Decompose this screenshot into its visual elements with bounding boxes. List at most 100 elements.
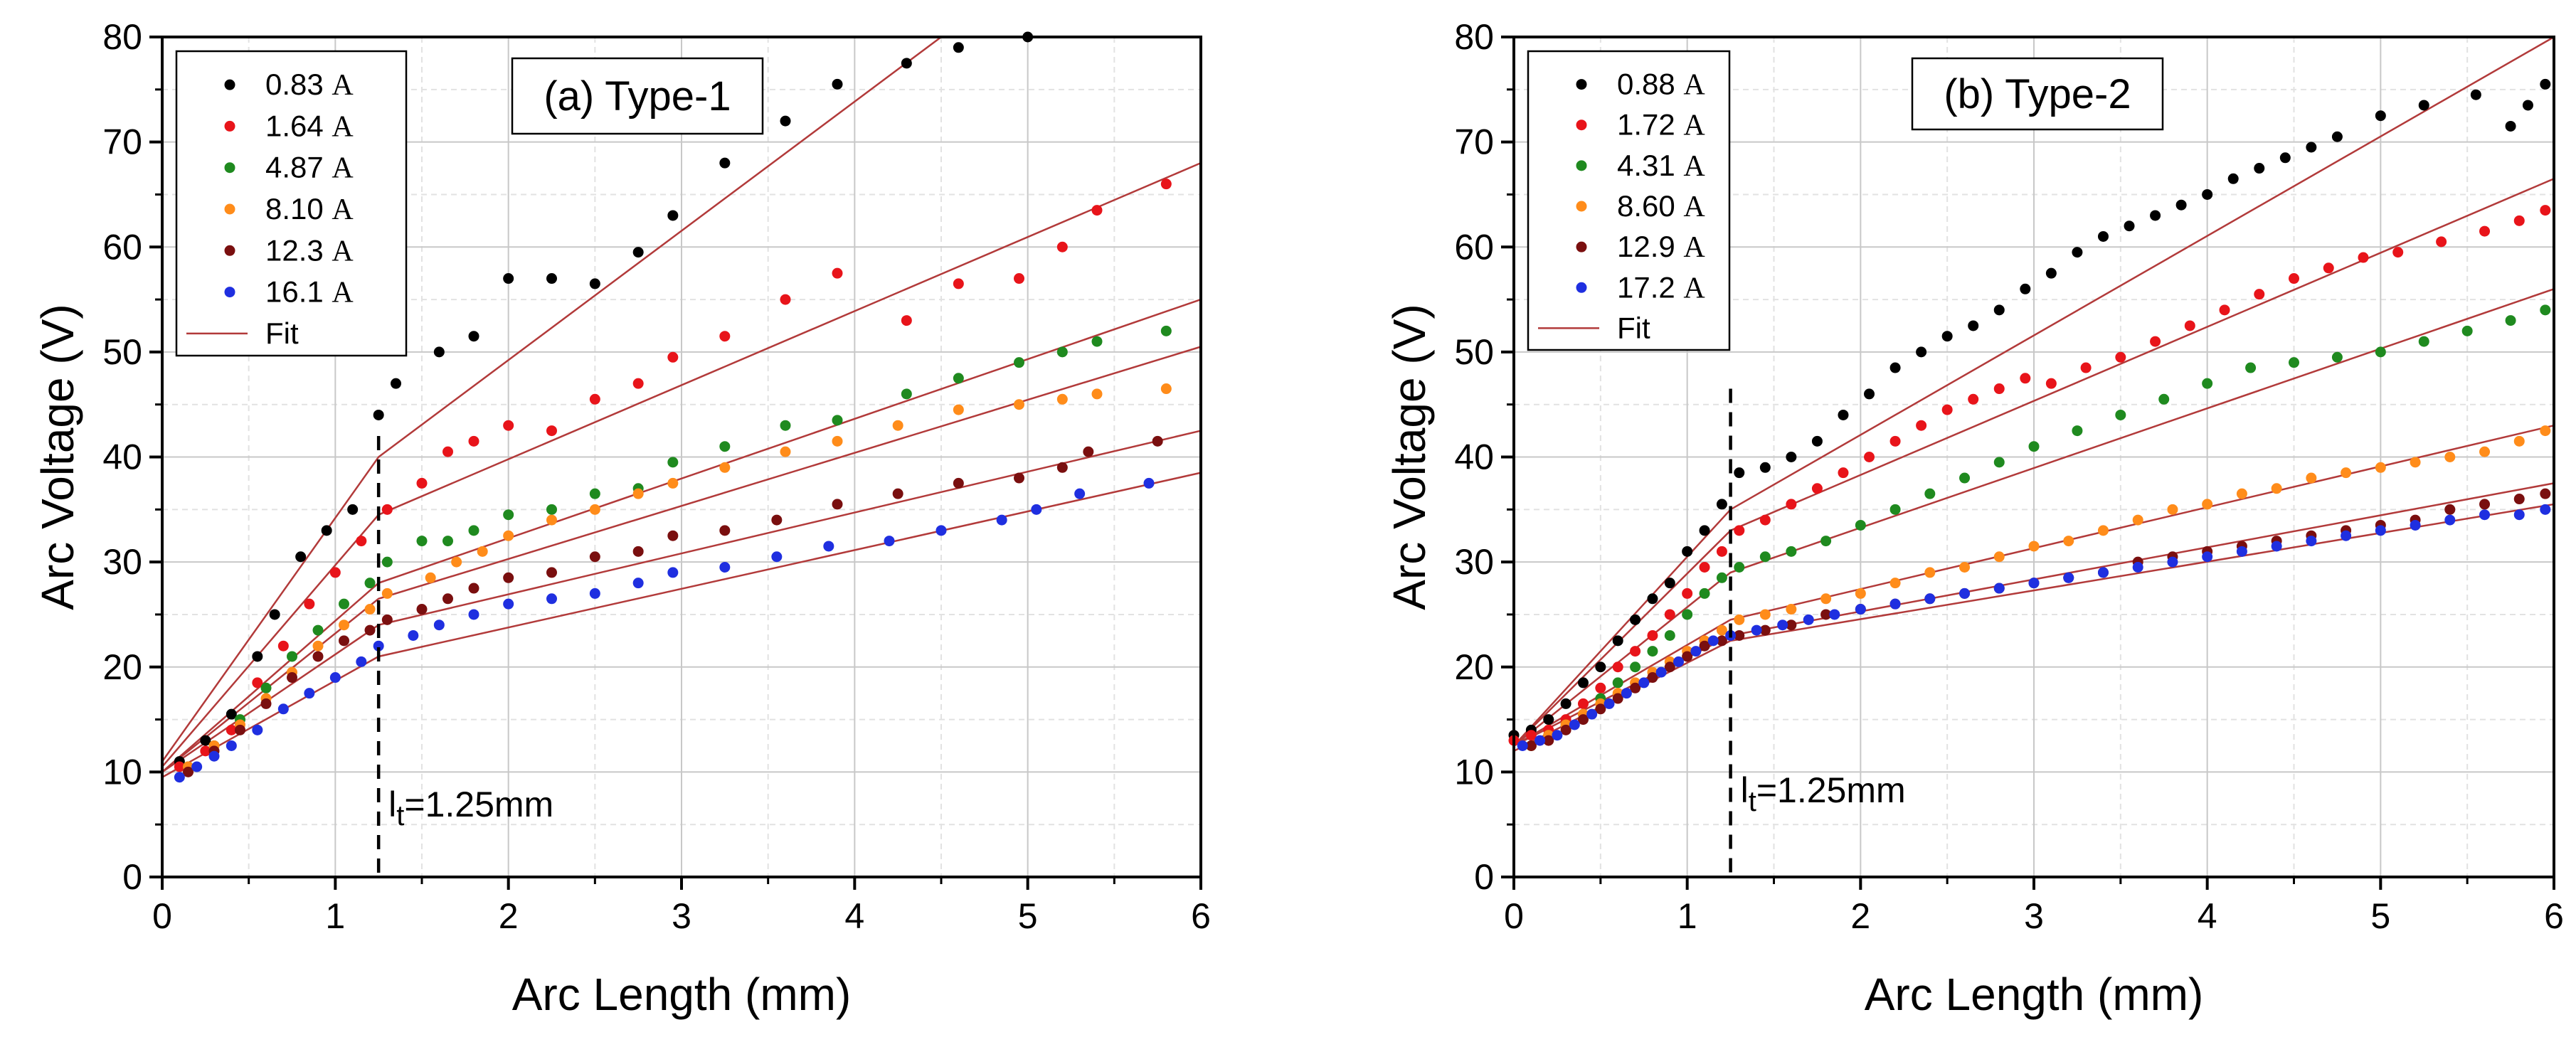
- data-point: [1916, 346, 1927, 358]
- data-point: [1941, 331, 1953, 342]
- series-8.10: [183, 383, 1172, 772]
- data-point: [2375, 462, 2386, 473]
- data-point: [2132, 514, 2143, 526]
- data-point: [2175, 199, 2187, 211]
- series-12.9: [1525, 488, 2551, 751]
- data-point: [2097, 525, 2109, 536]
- data-point: [503, 509, 514, 521]
- data-point: [1699, 640, 1710, 652]
- data-point: [191, 761, 203, 772]
- data-point: [1855, 588, 1866, 599]
- data-point: [2540, 205, 2551, 216]
- data-point: [252, 677, 263, 689]
- data-point: [667, 210, 679, 221]
- data-point: [1630, 682, 1641, 693]
- data-point: [780, 115, 791, 127]
- data-point: [1968, 393, 1979, 405]
- data-point: [546, 593, 557, 605]
- data-point: [468, 331, 479, 342]
- series-0.88: [1508, 78, 2551, 741]
- data-point: [632, 378, 644, 389]
- y-tick-label: 50: [1454, 332, 1494, 372]
- data-point: [1820, 536, 1832, 547]
- data-point: [2227, 173, 2239, 184]
- data-point: [2375, 346, 2386, 358]
- data-point: [442, 536, 453, 547]
- data-point: [1577, 698, 1589, 709]
- data-point: [2306, 142, 2317, 153]
- data-point: [901, 388, 912, 400]
- y-tick-label: 40: [102, 437, 142, 477]
- data-point: [1160, 383, 1172, 395]
- data-point: [2323, 262, 2334, 274]
- data-point: [935, 525, 947, 536]
- data-point: [1699, 588, 1710, 599]
- data-point: [1889, 504, 1901, 515]
- data-point: [226, 740, 237, 751]
- data-point: [1716, 499, 1727, 510]
- data-point: [1751, 624, 1762, 636]
- data-point: [1889, 598, 1901, 610]
- data-point: [1811, 483, 1823, 494]
- data-point: [1014, 357, 1024, 368]
- data-point: [546, 514, 557, 526]
- data-point: [2072, 247, 2083, 258]
- data-point: [667, 567, 679, 578]
- data-point: [2479, 446, 2491, 457]
- data-point: [2124, 220, 2135, 232]
- data-point: [1690, 646, 1702, 657]
- data-point: [2072, 425, 2083, 437]
- data-point: [2028, 441, 2040, 452]
- data-point: [1889, 435, 1901, 447]
- y-tick-label: 80: [102, 17, 142, 57]
- legend-entry: 0.83 A: [265, 68, 354, 102]
- fit-line: [1513, 288, 2555, 747]
- data-point: [1889, 578, 1901, 589]
- series-8.60: [1525, 425, 2551, 751]
- data-point: [1811, 435, 1823, 447]
- data-point: [287, 651, 297, 662]
- data-point: [2540, 504, 2551, 515]
- data-point: [832, 499, 843, 510]
- y-tick-label: 70: [102, 122, 142, 162]
- legend-marker: [1576, 79, 1587, 90]
- data-point: [2202, 378, 2213, 389]
- x-tick-label: 5: [2370, 896, 2390, 936]
- fit-line: [161, 36, 942, 762]
- legend-box: [1527, 50, 1731, 351]
- data-point: [1577, 677, 1589, 689]
- data-point: [1630, 614, 1641, 625]
- data-point: [2097, 230, 2109, 242]
- data-point: [1091, 205, 1103, 216]
- data-point: [1968, 320, 1979, 331]
- data-point: [823, 541, 834, 552]
- legend-entry: 1.72 A: [1617, 108, 1705, 142]
- data-point: [364, 578, 376, 589]
- data-point: [832, 435, 843, 447]
- data-point: [1595, 682, 1606, 693]
- data-point: [780, 420, 791, 431]
- data-point: [832, 78, 843, 90]
- x-tick-label: 4: [2198, 896, 2217, 936]
- data-point: [1664, 578, 1675, 589]
- data-point: [1820, 593, 1832, 605]
- data-point: [1612, 677, 1623, 689]
- data-point: [416, 536, 428, 547]
- data-point: [1056, 462, 1068, 473]
- data-point: [226, 724, 237, 735]
- data-point: [1586, 708, 1598, 720]
- data-point: [329, 672, 341, 684]
- data-point: [442, 446, 453, 457]
- data-point: [2513, 494, 2525, 505]
- data-point: [1820, 609, 1832, 620]
- data-point: [1734, 562, 1745, 573]
- legend-entry: 12.3 A: [265, 233, 354, 267]
- data-point: [2271, 483, 2282, 494]
- data-point: [589, 278, 600, 289]
- data-point: [2444, 514, 2456, 526]
- data-point: [953, 477, 964, 489]
- data-point: [503, 530, 514, 541]
- data-point: [2461, 325, 2473, 336]
- legend-entry: 8.60 A: [1617, 189, 1705, 223]
- data-point: [953, 42, 964, 53]
